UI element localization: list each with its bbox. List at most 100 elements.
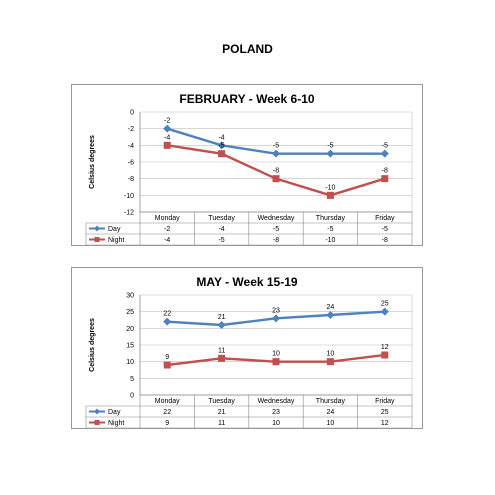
data-label-night: -8 (382, 168, 388, 175)
table-cell: -5 (218, 237, 224, 244)
data-point-day (272, 314, 280, 323)
y-tick-label: 0 (130, 393, 134, 400)
chart-title: MAY - Week 15-19 (196, 275, 297, 289)
table-cell: 10 (272, 420, 280, 427)
legend-marker-day (94, 408, 100, 415)
data-point-night (163, 361, 171, 369)
data-label-day: 22 (163, 311, 171, 318)
x-tick-label: Friday (375, 398, 395, 405)
data-point-night (272, 358, 280, 366)
y-tick-label: 5 (130, 376, 134, 383)
data-point-night (218, 354, 226, 362)
y-tick-label: -10 (124, 193, 134, 200)
data-label-night: -4 (164, 134, 170, 141)
legend-label: Day (108, 226, 121, 233)
table-cell: 11 (218, 420, 225, 427)
data-point-night (381, 351, 389, 359)
table-cell: -4 (218, 226, 224, 233)
table-cell: -10 (325, 237, 335, 244)
table-cell: 24 (327, 409, 335, 416)
page-title: POLAND (222, 42, 273, 56)
table-cell: 21 (218, 409, 226, 416)
data-point-night (272, 175, 280, 183)
y-tick-label: -8 (128, 176, 134, 183)
data-label-day: 21 (218, 314, 226, 321)
y-axis-label: Celsius degrees (89, 318, 96, 372)
data-label-day: -5 (327, 143, 333, 150)
data-point-night (163, 141, 171, 149)
data-label-day: -5 (273, 143, 279, 150)
y-axis-label: Celsius degrees (89, 135, 96, 189)
y-tick-label: -6 (128, 160, 134, 167)
x-tick-label: Friday (375, 215, 395, 222)
data-point-day (326, 311, 335, 319)
data-point-day (272, 149, 280, 158)
legend-marker-day (94, 225, 100, 232)
data-label-day: 23 (272, 307, 280, 314)
y-tick-label: 15 (126, 343, 134, 350)
legend-marker-night (94, 420, 100, 425)
data-point-day (380, 307, 389, 316)
data-label-day: 24 (327, 304, 335, 311)
x-tick-label: Monday (155, 398, 180, 405)
legend-label: Day (108, 409, 121, 416)
table-cell: 23 (272, 409, 280, 416)
y-tick-label: 30 (126, 293, 134, 300)
chart-february: FEBRUARY - Week 6-10 Celsius degrees 0 -2 -4… (71, 84, 423, 246)
data-label-day: -5 (382, 143, 388, 150)
data-label-night: -5 (218, 143, 224, 150)
data-point-night (326, 191, 334, 199)
x-tick-label: Tuesday (208, 215, 235, 222)
chart-may-svg: MAY - Week 15-19 Celsius degrees 30 25 20 15 1… (85, 275, 413, 429)
data-label-day: 25 (381, 301, 389, 308)
data-point-day (326, 149, 335, 158)
data-label-night: -8 (273, 168, 279, 175)
data-point-night (381, 175, 389, 183)
table-cell: -8 (382, 237, 388, 244)
chart-title: FEBRUARY - Week 6-10 (179, 92, 314, 106)
chart-february-svg: FEBRUARY - Week 6-10 Celsius degrees 0 -2 -4… (85, 92, 413, 246)
table-cell: 10 (327, 420, 335, 427)
table-cell: 22 (163, 409, 171, 416)
table-cell: -4 (164, 237, 170, 244)
data-point-day (163, 124, 172, 133)
y-tick-label: 20 (126, 326, 134, 333)
x-tick-label: Thursday (316, 398, 346, 405)
chart-may: MAY - Week 15-19 Celsius degrees 30 25 20 15 1… (71, 267, 423, 429)
y-tick-label: -4 (128, 143, 134, 150)
y-tick-label: 25 (126, 309, 134, 316)
data-label-night: 12 (381, 344, 389, 351)
x-tick-label: Wednesday (258, 215, 295, 222)
data-point-day (217, 321, 226, 329)
table-cell: 9 (165, 420, 169, 427)
data-label-day: -2 (164, 118, 170, 125)
y-tick-label: 10 (126, 359, 134, 366)
data-point-night (218, 150, 226, 158)
x-tick-label: Wednesday (258, 398, 295, 405)
legend-label: Night (108, 237, 124, 244)
y-tick-label: -2 (128, 126, 134, 133)
table-cell: -5 (273, 226, 279, 233)
data-label-night: 10 (272, 351, 280, 358)
y-tick-label: 0 (130, 110, 134, 117)
data-label-night: 10 (327, 351, 335, 358)
table-cell: -5 (327, 226, 333, 233)
table-cell: 12 (381, 420, 389, 427)
x-tick-label: Tuesday (208, 398, 235, 405)
data-point-day (163, 317, 172, 326)
data-label-night: 11 (218, 347, 225, 354)
data-label-night: -10 (325, 184, 335, 191)
table-cell: -5 (382, 226, 388, 233)
y-tick-label: -12 (124, 210, 134, 217)
x-tick-label: Monday (155, 215, 180, 222)
table-cell: 25 (381, 409, 389, 416)
table-cell: -8 (273, 237, 279, 244)
table-cell: -2 (164, 226, 170, 233)
data-point-night (326, 358, 334, 366)
data-label-night: 9 (165, 354, 169, 361)
legend-marker-night (94, 237, 100, 242)
legend-label: Night (108, 420, 124, 427)
data-point-day (380, 149, 389, 158)
data-label-day: -4 (218, 134, 224, 141)
x-tick-label: Thursday (316, 215, 346, 222)
